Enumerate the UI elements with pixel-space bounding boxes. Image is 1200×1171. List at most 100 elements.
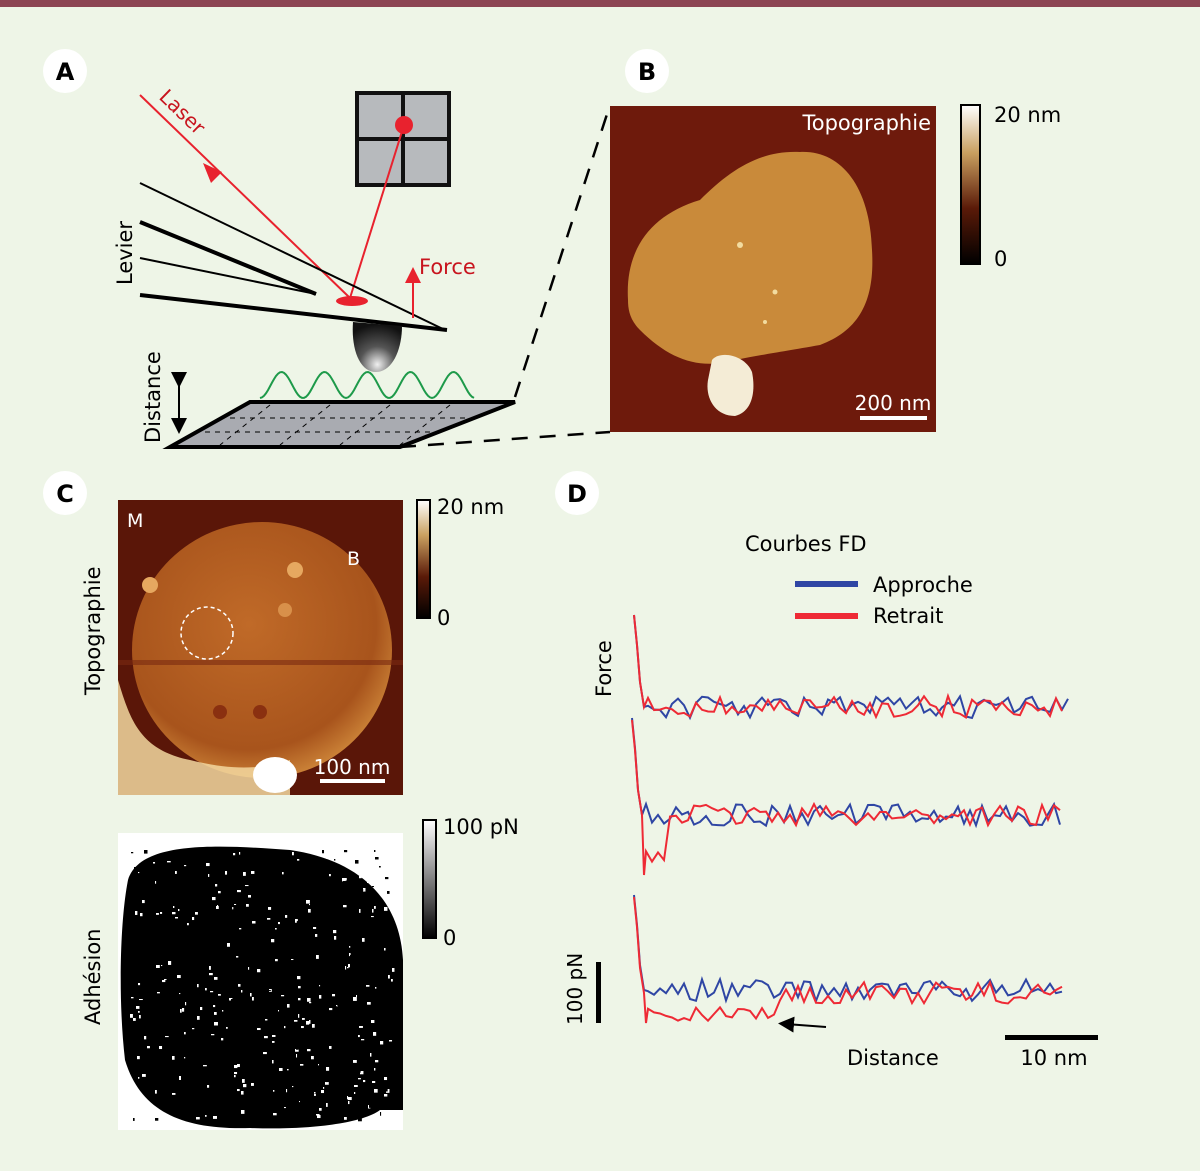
topography-axis-label: Topographie — [81, 566, 105, 696]
adhesion-pixel — [374, 906, 376, 909]
force-label: Force — [419, 255, 476, 279]
adhesion-pixel — [172, 912, 176, 915]
adhesion-pixel — [369, 1105, 372, 1108]
adhesion-pixel — [208, 1015, 210, 1019]
adhesion-pixel — [299, 1099, 301, 1103]
scale-label-100nm: 100 nm — [314, 755, 391, 779]
adhesion-pixel — [284, 1107, 286, 1109]
retract-curve-3 — [633, 896, 1063, 1024]
adhesion-pixel — [316, 955, 319, 959]
adhesion-pixel — [242, 1079, 245, 1083]
adhesion-pixel — [272, 1035, 276, 1037]
adhesion-pixel — [210, 978, 212, 982]
adhesion-pixel — [241, 1110, 245, 1114]
marker-b: B — [347, 548, 360, 570]
adhesion-pixel — [295, 1004, 298, 1007]
adhesion-pixel — [214, 928, 216, 931]
adhesion-pixel — [245, 1096, 248, 1100]
adhesion-pixel — [346, 988, 350, 992]
adhesion-pixel — [243, 1084, 247, 1088]
adhesion-pixel — [239, 928, 242, 930]
adhesion-pixel — [211, 1034, 215, 1036]
adhesion-pixel — [293, 1102, 297, 1106]
adhesion-pixel — [348, 1101, 350, 1105]
adhesion-pixel — [157, 992, 160, 994]
adhesion-pixel — [375, 857, 379, 860]
adhesion-pixel — [366, 985, 370, 987]
adhesion-pixel — [188, 1065, 191, 1068]
adhesion-pixel — [295, 1049, 299, 1052]
adhesion-pixel — [140, 970, 144, 973]
adhesion-pixel — [373, 1032, 377, 1036]
adhesion-pixel — [171, 997, 173, 1001]
adhesion-pixel — [257, 1028, 261, 1031]
adhesion-pixel — [144, 922, 147, 925]
badge-d: D — [555, 471, 599, 515]
adhesion-pixel — [262, 1001, 265, 1004]
adhesion-pixel — [363, 888, 366, 892]
adhesion-pixel — [376, 902, 380, 905]
adhesion-pixel — [156, 965, 160, 968]
adhesion-pixel — [243, 932, 246, 936]
adhesion-pixel — [314, 1092, 316, 1094]
adhesion-pixel — [278, 1010, 280, 1012]
adhesion-pixel — [323, 1116, 325, 1119]
adhesion-pixel — [379, 866, 381, 868]
adhesion-pixel — [237, 1064, 240, 1068]
adhesion-pixel — [200, 1007, 203, 1011]
reflected-beam — [349, 124, 405, 299]
adhesion-pixel — [312, 890, 315, 893]
adhesion-pixel — [145, 1054, 148, 1058]
adhesion-pixel — [195, 1002, 199, 1004]
adhesion-pixel — [131, 928, 134, 930]
adhesion-pixel — [147, 1046, 150, 1049]
adhesion-pixel — [286, 1089, 288, 1093]
adhesion-pixel — [316, 1048, 319, 1050]
adhesion-pixel — [318, 1064, 320, 1066]
adhesion-pixel — [358, 1054, 361, 1058]
adhesion-pixel — [316, 1114, 320, 1116]
adhesion-pixel — [307, 1049, 311, 1052]
adhesion-pixel — [265, 1070, 267, 1074]
adhesion-pixel — [315, 1077, 319, 1079]
adhesion-pixel — [319, 995, 322, 999]
adhesion-pixel — [209, 966, 211, 970]
marker-m: M — [127, 510, 143, 532]
adhesion-pixel — [267, 918, 271, 920]
adhesion-pixel — [287, 1004, 290, 1008]
adhesion-pixel — [334, 870, 337, 872]
adhesion-axis-label: Adhésion — [81, 929, 105, 1026]
adhesion-pixel — [302, 1018, 305, 1020]
badge-b: B — [625, 49, 669, 93]
adhesion-pixel — [265, 964, 267, 968]
adhesion-pixel — [384, 948, 386, 951]
adhesion-pixel — [262, 997, 266, 1001]
adhesion-pixel — [277, 872, 281, 874]
adhesion-pixel — [257, 969, 261, 973]
adhesion-pixel — [239, 871, 241, 874]
svg-text:D: D — [567, 480, 587, 508]
adhesion-pixel — [314, 1094, 316, 1096]
adhesion-pixel — [300, 1064, 304, 1066]
adhesion-pixel — [370, 1053, 372, 1057]
adhesion-pixel — [263, 1052, 267, 1055]
adhesion-pixel — [131, 1111, 135, 1115]
laser-label: Laser — [155, 84, 211, 140]
svg-text:Retrait: Retrait — [873, 604, 943, 628]
adhesion-pixel — [277, 1017, 279, 1020]
adhesion-pixel — [298, 1014, 300, 1018]
adhesion-pixel — [221, 959, 223, 961]
panel-b-topography-image: Topographie 200 nm — [610, 106, 936, 432]
adhesion-pixel — [302, 959, 305, 961]
adhesion-pixel — [367, 882, 370, 884]
adhesion-pixel — [256, 945, 260, 948]
adhesion-pixel — [385, 1066, 388, 1069]
adhesion-pixel — [353, 1060, 357, 1063]
topography-title: Topographie — [801, 111, 931, 135]
adhesion-pixel — [386, 1114, 388, 1117]
adhesion-pixel — [330, 922, 334, 924]
lever-label: Levier — [113, 221, 137, 285]
adhesion-pixel — [373, 852, 377, 854]
adhesion-pixel — [197, 1008, 200, 1010]
